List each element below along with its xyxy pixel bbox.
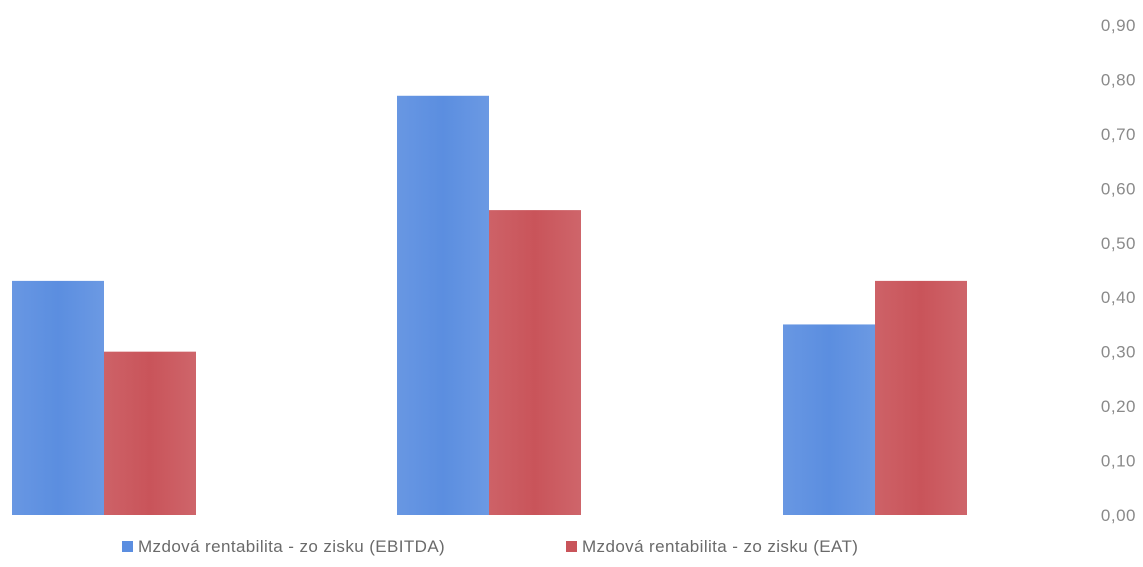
y-tick-label: 0,70 xyxy=(1101,125,1136,144)
y-tick-label: 0,20 xyxy=(1101,397,1136,416)
y-tick-label: 0,30 xyxy=(1101,343,1136,362)
legend: Mzdová rentabilita - zo zisku (EBITDA) Mz… xyxy=(122,537,858,556)
y-tick-label: 0,90 xyxy=(1101,16,1136,35)
y-tick-label: 0,60 xyxy=(1101,179,1136,198)
bar-group-1-series-2 xyxy=(104,351,196,515)
legend-label-2: Mzdová rentabilita - zo zisku (EAT) xyxy=(582,537,858,556)
bar-group-2-series-2 xyxy=(489,210,581,515)
bars-layer xyxy=(12,95,967,516)
bar-group-1-series-1 xyxy=(12,280,104,515)
bar-group-2-series-1 xyxy=(397,95,489,516)
legend-label-1: Mzdová rentabilita - zo zisku (EBITDA) xyxy=(138,537,445,556)
y-tick-label: 0,00 xyxy=(1101,506,1136,525)
y-tick-label: 0,10 xyxy=(1101,452,1136,471)
legend-swatch-1 xyxy=(122,541,133,552)
y-tick-label: 0,80 xyxy=(1101,70,1136,89)
y-tick-label: 0,50 xyxy=(1101,234,1136,253)
bar-group-3-series-1 xyxy=(783,324,875,515)
y-axis-ticks: 0,00 0,10 0,20 0,30 0,40 0,50 0,60 0,70 0,80 0,90 xyxy=(1101,16,1136,525)
bar-group-3-series-2 xyxy=(875,280,967,515)
legend-swatch-2 xyxy=(566,541,577,552)
y-tick-label: 0,40 xyxy=(1101,288,1136,307)
